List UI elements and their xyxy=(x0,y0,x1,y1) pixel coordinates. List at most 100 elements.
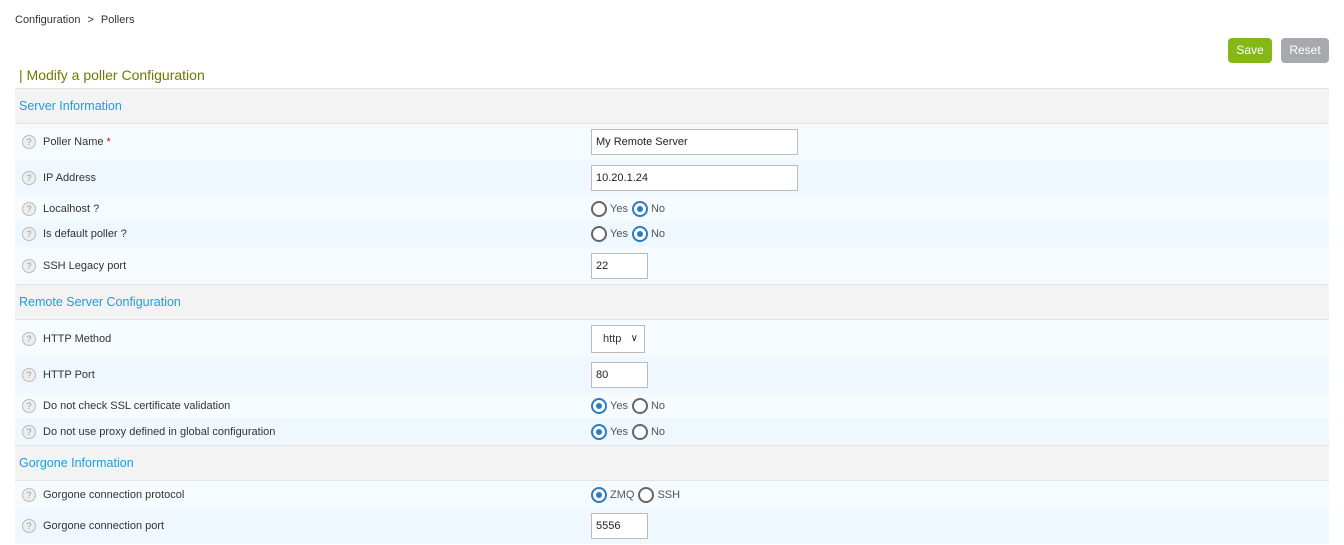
form-row-do-not-use-proxy-defined-in-global-configuration: ? Do not use proxy defined in global conf… xyxy=(15,419,1329,445)
poller-form: Server Information? Poller Name * My Remote… xyxy=(15,88,1329,544)
http-port-control: 80 xyxy=(591,362,648,388)
form-row-ssh-legacy-port: ? SSH Legacy port 22 xyxy=(15,247,1329,284)
help-icon[interactable]: ? xyxy=(22,368,36,382)
http-port-label: HTTP Port xyxy=(43,369,95,381)
localhost-radio-no[interactable]: No xyxy=(631,200,666,217)
is-default-poller-radio-no[interactable]: No xyxy=(631,226,666,242)
reset-button[interactable]: Reset xyxy=(1281,38,1329,63)
do-not-use-proxy-defined-in-global-configuration-control: Yes No xyxy=(591,424,669,440)
breadcrumb-pollers[interactable]: Pollers xyxy=(100,14,135,26)
ssh-legacy-port-label: SSH Legacy port xyxy=(43,259,127,272)
poller-name-label: Poller Name xyxy=(43,136,104,148)
ssh-legacy-port-input[interactable]: 22 xyxy=(591,252,648,279)
gorgone-connection-port-control: 5556 xyxy=(591,513,648,539)
radio-unchecked-icon[interactable] xyxy=(631,398,648,414)
breadcrumb-configuration[interactable]: Configuration xyxy=(15,14,81,26)
form-row-poller-name: ? Poller Name * My Remote Server xyxy=(15,124,1329,160)
http-method-label: HTTP Method xyxy=(43,332,112,345)
help-icon[interactable]: ? xyxy=(22,425,36,439)
section-header-server-information: Server Information xyxy=(15,88,1329,124)
form-row-localhost: ? Localhost ? Yes No xyxy=(15,196,1329,221)
section-header-gorgone-information: Gorgone Information xyxy=(15,445,1329,481)
is-default-poller-option-no: No xyxy=(650,228,666,240)
radio-checked-icon[interactable] xyxy=(591,486,607,503)
http-method-label-group: ? HTTP Method xyxy=(22,331,112,346)
localhost-option-no: No xyxy=(650,202,666,215)
do-not-check-ssl-certificate-validation-control: Yes No xyxy=(591,398,669,414)
is-default-poller-control: Yes No xyxy=(591,226,669,242)
do-not-check-ssl-certificate-validation-radio-yes[interactable]: Yes xyxy=(591,398,628,414)
save-button[interactable]: Save xyxy=(1228,38,1272,63)
required-marker: * xyxy=(106,136,111,148)
section-header-remote-server-configuration: Remote Server Configuration xyxy=(15,284,1329,320)
form-row-gorgone-connection-port: ? Gorgone connection port 5556 xyxy=(15,508,1329,544)
gorgone-connection-protocol-radio-zmq[interactable]: ZMQ xyxy=(591,486,635,503)
help-icon[interactable]: ? xyxy=(22,258,36,273)
do-not-use-proxy-defined-in-global-configuration-radio-no[interactable]: No xyxy=(631,424,666,440)
ssh-legacy-port-control: 22 xyxy=(591,252,648,279)
poller-name-control: My Remote Server xyxy=(591,129,798,155)
breadcrumb-separator: > xyxy=(87,14,94,26)
radio-unchecked-icon[interactable] xyxy=(591,200,607,217)
localhost-label: Localhost ? xyxy=(43,202,100,215)
form-row-is-default-poller: ? Is default poller ? Yes No xyxy=(15,221,1329,247)
gorgone-connection-port-label: Gorgone connection port xyxy=(43,520,165,532)
ssh-legacy-port-label-group: ? SSH Legacy port xyxy=(22,258,127,273)
ip-address-label: IP Address xyxy=(43,172,96,184)
help-icon[interactable]: ? xyxy=(22,399,36,413)
help-icon[interactable]: ? xyxy=(22,227,36,241)
do-not-use-proxy-defined-in-global-configuration-option-yes: Yes xyxy=(610,426,628,438)
help-icon[interactable]: ? xyxy=(22,135,36,149)
gorgone-connection-protocol-radio-ssh[interactable]: SSH xyxy=(638,486,681,503)
localhost-control: Yes No xyxy=(591,200,669,217)
ip-address-label-group: ? IP Address xyxy=(22,171,96,185)
form-row-ip-address: ? IP Address 10.20.1.24 xyxy=(15,160,1329,196)
http-method-selected-value: http xyxy=(603,332,622,345)
help-icon[interactable]: ? xyxy=(22,331,36,346)
help-icon[interactable]: ? xyxy=(22,171,36,185)
help-icon[interactable]: ? xyxy=(22,519,36,533)
do-not-check-ssl-certificate-validation-label-group: ? Do not check SSL certificate validation xyxy=(22,399,230,413)
do-not-use-proxy-defined-in-global-configuration-option-no: No xyxy=(650,426,666,438)
radio-checked-icon[interactable] xyxy=(591,424,607,440)
is-default-poller-label: Is default poller ? xyxy=(43,228,127,240)
is-default-poller-radio-yes[interactable]: Yes xyxy=(591,226,628,242)
ip-address-control: 10.20.1.24 xyxy=(591,165,798,191)
gorgone-connection-protocol-control: ZMQ SSH xyxy=(591,486,684,503)
radio-unchecked-icon[interactable] xyxy=(591,226,607,242)
help-icon[interactable]: ? xyxy=(22,487,36,502)
localhost-radio-yes[interactable]: Yes xyxy=(591,200,628,217)
gorgone-connection-protocol-label: Gorgone connection protocol xyxy=(43,488,185,501)
help-icon[interactable]: ? xyxy=(22,201,36,216)
do-not-use-proxy-defined-in-global-configuration-radio-yes[interactable]: Yes xyxy=(591,424,628,440)
do-not-check-ssl-certificate-validation-radio-no[interactable]: No xyxy=(631,398,666,414)
gorgone-connection-port-input[interactable]: 5556 xyxy=(591,513,648,539)
localhost-option-yes: Yes xyxy=(610,202,628,215)
radio-checked-icon[interactable] xyxy=(591,398,607,414)
localhost-label-group: ? Localhost ? xyxy=(22,201,100,216)
form-row-http-method: ? HTTP Method http ∨ xyxy=(15,320,1329,357)
form-row-http-port: ? HTTP Port 80 xyxy=(15,357,1329,393)
ip-address-input[interactable]: 10.20.1.24 xyxy=(591,165,798,191)
do-not-use-proxy-defined-in-global-configuration-label: Do not use proxy defined in global confi… xyxy=(43,426,276,438)
http-method-control: http ∨ xyxy=(591,324,645,353)
is-default-poller-option-yes: Yes xyxy=(610,228,628,240)
radio-unchecked-icon[interactable] xyxy=(631,424,648,440)
gorgone-connection-protocol-option-ssh: SSH xyxy=(657,488,681,501)
is-default-poller-label-group: ? Is default poller ? xyxy=(22,227,127,241)
radio-unchecked-icon[interactable] xyxy=(638,486,655,503)
do-not-check-ssl-certificate-validation-option-yes: Yes xyxy=(610,400,628,412)
http-port-label-group: ? HTTP Port xyxy=(22,368,95,382)
breadcrumb: Configuration > Pollers xyxy=(15,14,135,26)
radio-checked-icon[interactable] xyxy=(631,226,648,242)
do-not-check-ssl-certificate-validation-option-no: No xyxy=(650,400,666,412)
radio-checked-icon[interactable] xyxy=(631,200,648,217)
do-not-check-ssl-certificate-validation-label: Do not check SSL certificate validation xyxy=(43,400,231,412)
gorgone-connection-protocol-option-zmq: ZMQ xyxy=(610,488,635,501)
form-row-do-not-check-ssl-certificate-validation: ? Do not check SSL certificate validation… xyxy=(15,393,1329,419)
poller-name-input[interactable]: My Remote Server xyxy=(591,129,798,155)
gorgone-connection-port-label-group: ? Gorgone connection port xyxy=(22,519,164,533)
http-method-select[interactable]: http ∨ xyxy=(591,324,645,353)
http-port-input[interactable]: 80 xyxy=(591,362,648,388)
poller-name-label-group: ? Poller Name * xyxy=(22,135,111,149)
